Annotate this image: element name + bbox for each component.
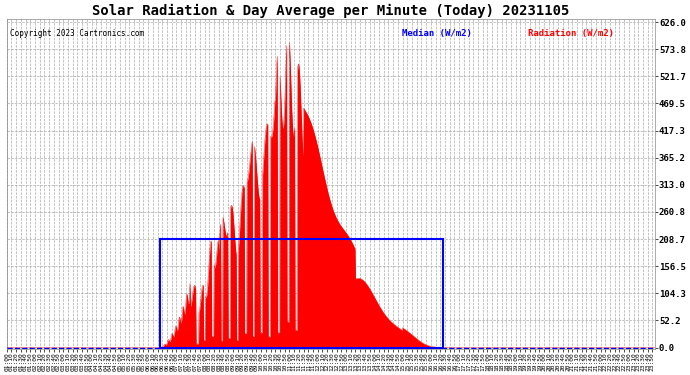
Text: Radiation (W/m2): Radiation (W/m2) [529, 29, 614, 38]
Text: Copyright 2023 Cartronics.com: Copyright 2023 Cartronics.com [10, 29, 144, 38]
Text: Median (W/m2): Median (W/m2) [402, 29, 472, 38]
Bar [160, 239, 443, 348]
Title: Solar Radiation & Day Average per Minute (Today) 20231105: Solar Radiation & Day Average per Minute… [92, 4, 569, 18]
